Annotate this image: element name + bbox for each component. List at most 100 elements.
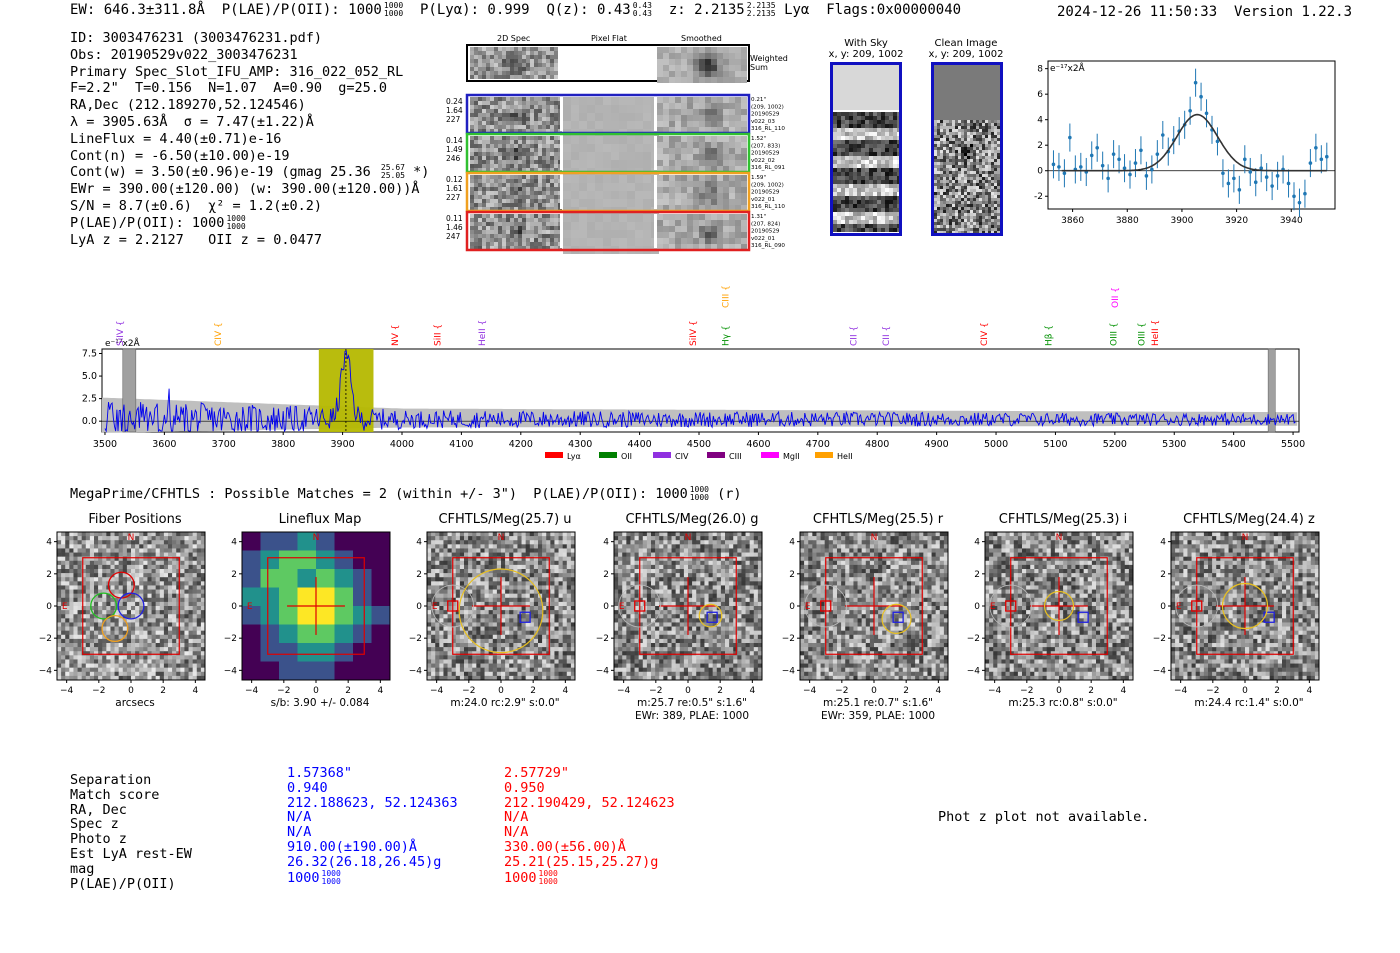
- legend-label: OII: [621, 452, 632, 461]
- cutout-title: CFHTLS/Meg(26.0) g: [625, 512, 759, 527]
- spectrum-line-label: HeII {: [1151, 320, 1161, 346]
- cutout-ytick-label: 0: [974, 602, 980, 612]
- match-value: 2.57729": [504, 765, 570, 781]
- info-sn: S/N = 8.7(±0.6) χ² = 1.2(±0.2): [70, 197, 322, 214]
- cutout-ytick-label: 4: [603, 538, 609, 548]
- header-z-line: Lyα: [784, 2, 810, 18]
- detection-info: ID: 3003476231 (3003476231.pdf) Obs: 2019…: [70, 30, 429, 248]
- match-red: 2.57729" 0.950 212.190429, 52.124623 N/A N/A…: [504, 766, 675, 886]
- zoom-point: [1292, 194, 1296, 199]
- cutout-ytick-label: −2: [967, 634, 980, 644]
- cutout-ytick-label: −2: [39, 634, 52, 644]
- zoom-point: [1051, 162, 1056, 167]
- match-label: P(LAE)/P(OII): [70, 875, 176, 892]
- match-marker-blue: [1077, 611, 1089, 623]
- header-flags: Flags:0x00000040: [826, 2, 962, 18]
- zoom-xtick-label: 3900: [1170, 216, 1193, 226]
- aperture-circle: [618, 584, 662, 628]
- zoom-point: [1117, 157, 1121, 162]
- spectrum-line-label: Hβ {: [1044, 325, 1054, 346]
- zoom-xtick-label: 3920: [1225, 216, 1248, 226]
- zoom-point: [1215, 139, 1220, 144]
- match-marker-red: [1191, 600, 1203, 612]
- fiber-row-stat: 0.11: [446, 214, 463, 223]
- zoom-point: [1221, 171, 1225, 176]
- fiber-row-info: (207, 824): [751, 221, 780, 227]
- compass-north: N: [871, 533, 878, 543]
- spectrum-line-label: CIV {: [214, 322, 224, 346]
- fiber-row-info: 1.31": [751, 214, 766, 220]
- spectrum-line-label: CII {: [849, 326, 859, 346]
- zoom-point: [1122, 166, 1127, 170]
- cutout-xtick-label: 0: [313, 686, 319, 696]
- ellipse-aperture: [458, 568, 544, 654]
- cutout-image: N E −4 −4 −2 −2 0 0 2 2 4 4: [596, 531, 763, 696]
- zoom-point: [1286, 181, 1291, 186]
- cutout-ytick-label: −4: [224, 666, 238, 676]
- match-label: RA, Dec: [70, 801, 127, 818]
- zoom-point: [1057, 165, 1061, 169]
- match-value: 1.57368": [287, 765, 353, 781]
- zoom-point: [1161, 133, 1165, 137]
- header-ew: EW: 646.3±311.8Å: [70, 2, 205, 18]
- spectrum-line-label: SiIV {: [689, 320, 699, 346]
- fiber-row-frame: [465, 210, 751, 252]
- fiber-row-stat: 1.64: [446, 106, 463, 115]
- cutout-image: N E −4 −4 −2 −2 0 0 2 2 4 4: [409, 531, 576, 696]
- spectrum-xtick-label: 5300: [1162, 439, 1186, 450]
- legend-swatch: [707, 452, 725, 458]
- spectrum-xtick-label: 3800: [271, 439, 295, 450]
- compass-east: E: [805, 602, 811, 612]
- with-sky-image: [830, 62, 902, 236]
- fiber-row-info: 316_RL_090: [751, 243, 785, 249]
- legend-swatch: [815, 452, 833, 458]
- fiber-row-stat: 1.61: [446, 184, 463, 193]
- clean-image-title: Clean Image x, y: 209, 1002: [928, 38, 1004, 60]
- legend-swatch: [545, 452, 563, 458]
- cutout-xtick-label: 2: [345, 686, 351, 696]
- fiber-row-stat: 227: [446, 193, 461, 202]
- legend-label: Lyα: [567, 452, 581, 461]
- zoom-point: [1325, 154, 1329, 159]
- photz-message: Phot z plot not available.: [938, 809, 1150, 825]
- match-value: 910.00(±190.00)Å: [287, 838, 418, 855]
- cutout-caption: s/b: 3.90 +/- 0.084: [270, 697, 370, 709]
- spectrum-ytick-label: 7.5: [82, 349, 97, 360]
- cutout-title: CFHTLS/Meg(25.7) u: [438, 512, 572, 527]
- fiber-row-info: 316_RL_091: [751, 165, 785, 171]
- cutout-xtick-label: −2: [1020, 686, 1033, 696]
- match-label: Separation: [70, 772, 152, 788]
- cutout-xtick-label: −2: [277, 686, 290, 696]
- spectrum-xtick-label: 4700: [806, 439, 830, 450]
- spectrum-line-label: NV {: [391, 325, 401, 346]
- cutout-xtick-label: 0: [1242, 686, 1248, 696]
- spectrum-xtick-label: 4000: [390, 439, 414, 450]
- zoom-point: [1253, 180, 1258, 185]
- match-marker-red: [447, 600, 459, 612]
- compass-north: N: [685, 533, 692, 543]
- match-value: 0.950: [504, 779, 545, 796]
- legend-swatch: [761, 452, 779, 458]
- spectrum-line-label: Hγ {: [722, 325, 732, 346]
- search-box: [639, 557, 737, 655]
- cutout-ytick-label: −4: [39, 666, 53, 676]
- zoom-point: [1314, 145, 1318, 150]
- zoom-xtick-label: 3940: [1280, 216, 1303, 226]
- zoom-point: [1248, 170, 1253, 174]
- cutout-xtick-label: 4: [1120, 686, 1126, 696]
- cutout-xtick-label: −4: [430, 686, 444, 696]
- match-value: 212.188623, 52.124363: [287, 794, 458, 811]
- match-label: Est LyA rest-EW: [70, 845, 192, 862]
- legend-label: MgII: [783, 452, 800, 461]
- match-value: 0.940: [287, 779, 328, 796]
- fiber-row-info: (207, 833): [751, 143, 780, 149]
- ellipse-aperture: [1221, 582, 1269, 630]
- zoom-point: [1128, 172, 1132, 177]
- spectrum-ytick-label: 0.0: [82, 416, 97, 427]
- match-value: N/A: [287, 809, 312, 826]
- legend-swatch: [599, 452, 617, 458]
- cutout-ytick-label: 0: [603, 602, 609, 612]
- fiber-row-info: v022_01: [751, 197, 775, 203]
- cutout-ytick-label: 0: [789, 602, 795, 612]
